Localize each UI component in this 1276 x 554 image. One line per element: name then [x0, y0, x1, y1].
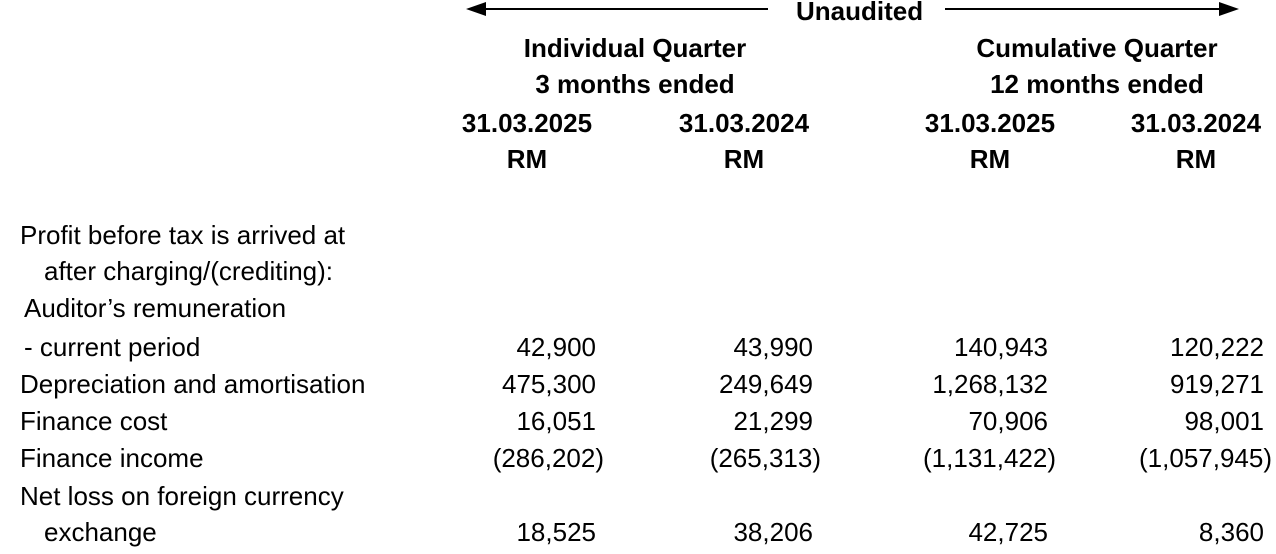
left-arrow-line [484, 8, 768, 10]
intro-label: Profit before tax is arrived at [20, 220, 346, 250]
left-arrow-icon [466, 2, 486, 16]
row-label-depreciation: Depreciation and amortisation [20, 369, 366, 399]
value-cell: (265,313) [709, 443, 821, 473]
value-cell: 38,206 [733, 517, 813, 547]
column-header-date: 31.03.2024 [1130, 108, 1262, 138]
right-arrow-line [945, 8, 1221, 10]
value-cell: 249,649 [719, 369, 813, 399]
column-header-unit: RM [506, 144, 548, 174]
value-cell: 919,271 [1170, 369, 1264, 399]
column-header-unit: RM [1175, 144, 1217, 174]
value-cell: 43,990 [733, 332, 813, 362]
value-cell: 70,906 [968, 406, 1048, 436]
column-header-date: 31.03.2025 [461, 108, 593, 138]
right-arrow-icon [1219, 2, 1239, 16]
value-cell: 475,300 [502, 369, 596, 399]
column-header-unit: RM [723, 144, 765, 174]
value-cell: 120,222 [1170, 332, 1264, 362]
column-header-date: 31.03.2024 [678, 108, 810, 138]
value-cell: 42,900 [516, 332, 596, 362]
row-label-finance-cost: Finance cost [20, 406, 168, 436]
value-cell: 16,051 [516, 406, 596, 436]
value-cell: 1,268,132 [932, 369, 1048, 399]
cumulative-period-heading: 12 months ended [990, 69, 1204, 99]
value-cell: 21,299 [733, 406, 813, 436]
column-header-unit: RM [969, 144, 1011, 174]
row-label-finance-income: Finance income [20, 443, 204, 473]
value-cell: (1,131,422) [923, 443, 1056, 473]
unaudited-label: Unaudited [796, 0, 924, 26]
value-cell: 18,525 [516, 517, 596, 547]
column-header-date: 31.03.2025 [924, 108, 1056, 138]
value-cell: (286,202) [492, 443, 604, 473]
row-label-current-period: - current period [24, 332, 201, 362]
value-cell: 8,360 [1198, 517, 1264, 547]
cumulative-quarter-heading: Cumulative Quarter [976, 33, 1218, 63]
individual-quarter-heading: Individual Quarter [523, 33, 747, 63]
value-cell: (1,057,945) [1139, 443, 1272, 473]
value-cell: 140,943 [954, 332, 1048, 362]
row-label-net-loss: Net loss on foreign currency [20, 481, 344, 511]
value-cell: 42,725 [968, 517, 1048, 547]
intro-label-continued: after charging/(crediting): [44, 256, 334, 286]
auditor-remuneration-label: Auditor’s remuneration [24, 293, 287, 323]
value-cell: 98,001 [1184, 406, 1264, 436]
row-label-exchange: exchange [44, 517, 157, 547]
individual-period-heading: 3 months ended [535, 69, 735, 99]
